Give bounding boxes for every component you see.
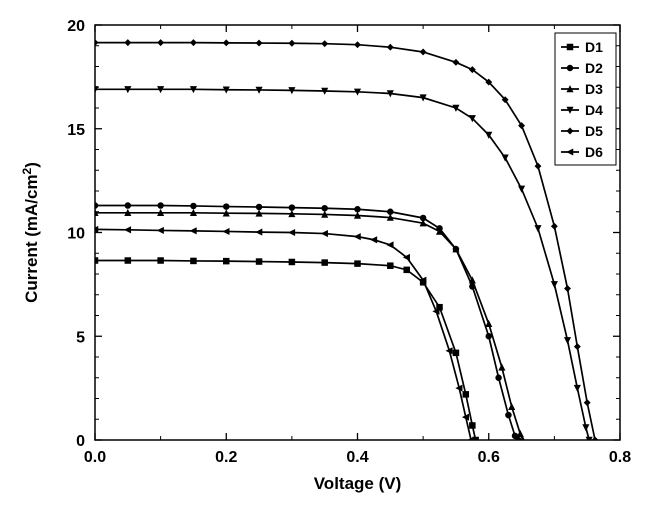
x-tick-label: 0.8 (609, 449, 631, 466)
legend-label: D1 (585, 39, 603, 55)
x-axis-label: Voltage (V) (314, 474, 402, 493)
y-tick-label: 20 (67, 18, 85, 35)
y-axis-label: Current (mA/cm2) (20, 162, 41, 303)
legend-label: D4 (585, 102, 603, 118)
legend-label: D5 (585, 123, 603, 139)
y-tick-label: 15 (67, 122, 85, 139)
legend-label: D3 (585, 81, 603, 97)
legend-label: D6 (585, 144, 603, 160)
x-tick-label: 0.2 (215, 449, 237, 466)
y-tick-label: 10 (67, 226, 85, 243)
legend: D1 D2 D3 D4 D5 D6 (555, 33, 616, 165)
iv-curve-chart: 0.0 0.2 0.4 0.6 0.8 0 5 10 15 20 Voltage (V) Curren… (0, 0, 670, 519)
x-tick-label: 0.0 (84, 449, 106, 466)
legend-label: D2 (585, 60, 603, 76)
y-tick-label: 5 (76, 329, 85, 346)
y-tick-label: 0 (76, 433, 85, 450)
chart-svg: 0.0 0.2 0.4 0.6 0.8 0 5 10 15 20 Voltage (V) Curren… (0, 0, 670, 519)
x-tick-label: 0.4 (346, 449, 368, 466)
x-tick-label: 0.6 (478, 449, 500, 466)
